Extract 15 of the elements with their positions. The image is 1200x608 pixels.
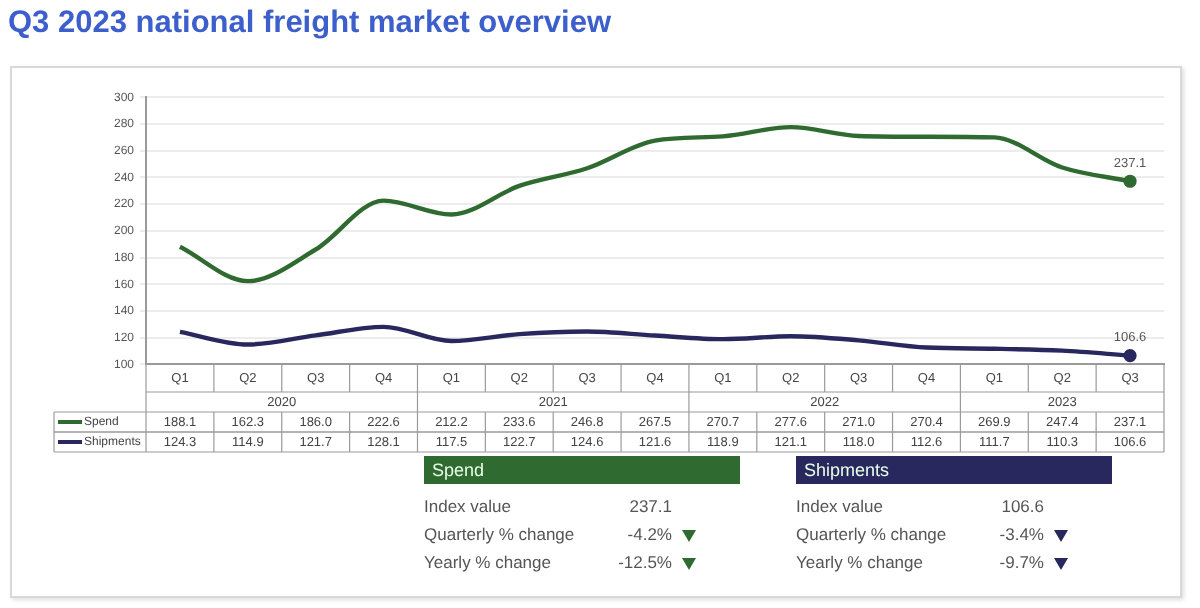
text: Shipments [796,456,1112,484]
text: 106.6 [1001,494,1044,520]
text: -9.7% [999,550,1044,576]
text: Quarterly % change [424,522,575,548]
text: -3.4% [999,522,1044,548]
chart-title: Q3 2023 national freight market overview [8,6,612,42]
text: 237.1 [629,494,672,520]
text: Index value [796,494,883,520]
text: Quarterly % change [796,522,947,548]
text: -4.2% [627,522,672,548]
text: Yearly % change [796,550,923,576]
text: Spend [424,456,740,484]
text: Index value [424,494,511,520]
text: -12.5% [618,550,672,576]
text: Yearly % change [424,550,551,576]
